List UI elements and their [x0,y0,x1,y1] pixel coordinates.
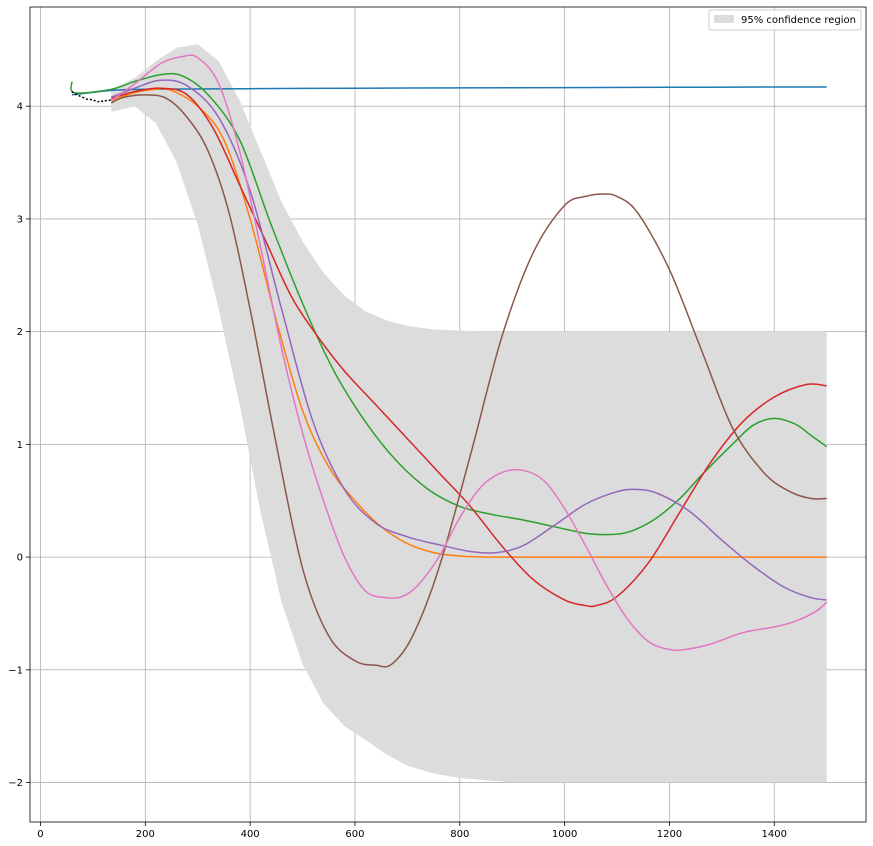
observed-line [71,90,112,103]
series-line-6 [110,94,827,668]
y-tick-label: −1 [8,665,23,676]
series-layer [70,54,828,668]
x-tick-label: 1000 [552,829,577,840]
series-line-7 [110,54,828,652]
series-line-2 [110,87,827,558]
confidence-region [111,44,827,783]
series-line-1 [71,86,827,96]
y-tick-label: 4 [17,102,23,113]
series-line-4 [110,87,827,608]
axes [26,6,867,826]
y-tick-label: 2 [17,327,23,338]
legend-label-confidence-region: 95% confidence region [741,15,856,26]
y-tick-label: 1 [17,440,23,451]
series-line-5 [110,79,827,601]
x-tick-label: 800 [450,829,469,840]
legend: 95% confidence region [708,9,862,31]
plot-frame [29,6,867,823]
legend-swatch-confidence-region [714,15,734,23]
y-tick-label: 0 [17,553,23,564]
confidence-region-layer [111,44,827,783]
tick-labels: 0 200 400 600 800 1000 1200 1400 −2 −1 0 1 2 3 4 [8,102,787,840]
x-tick-label: 600 [345,829,364,840]
y-tick-label: 3 [17,214,23,225]
x-tick-label: 1200 [657,829,682,840]
x-tick-label: 200 [136,829,155,840]
x-tick-label: 400 [241,829,260,840]
y-tick-label: −2 [8,778,23,789]
x-tick-label: 1400 [762,829,787,840]
legend-box [708,9,862,31]
x-tick-label: 0 [37,829,43,840]
